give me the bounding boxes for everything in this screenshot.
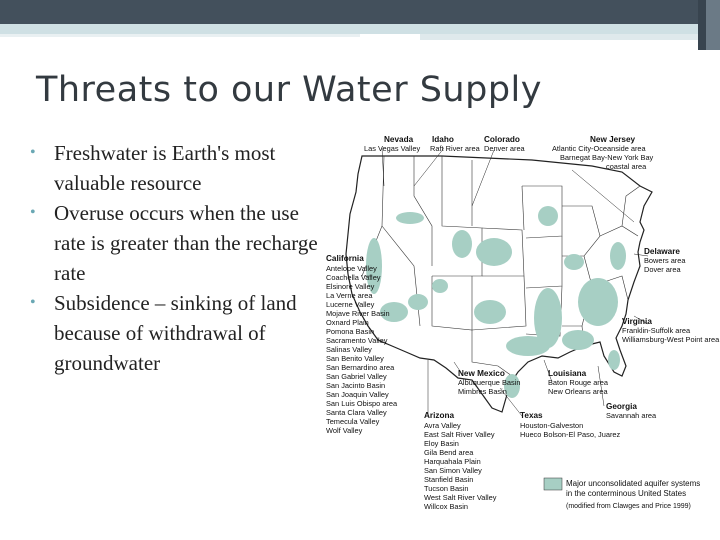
area-label: New Orleans area (548, 387, 608, 396)
legend-text: Major unconsolidated aquifer systems (566, 479, 700, 488)
area-label: Willcox Basin (424, 502, 468, 511)
area-label: Albuquerque Basin (458, 378, 520, 387)
area-label: West Salt River Valley (424, 493, 497, 502)
area-label: San Benito Valley (326, 354, 384, 363)
bullet-item: • Subsidence – sinking of land because of… (28, 288, 328, 378)
region-texas: Texas (520, 411, 543, 420)
area-label: Franklin-Suffolk area (622, 326, 691, 335)
area-label: Mojave River Basin (326, 309, 390, 318)
pointer-lines (364, 147, 649, 417)
area-label: Elsinore Valley (326, 282, 375, 291)
bullet-icon: • (30, 294, 36, 311)
area-label: Williamsburg-West Point area (622, 335, 720, 344)
bullet-list: • Freshwater is Earth's most valuable res… (28, 138, 328, 378)
legend-text: in the conterminous United States (566, 489, 686, 498)
area-label: Denver area (484, 144, 526, 153)
area-label: San Bernardino area (326, 363, 395, 372)
region-delaware: Delaware (644, 247, 680, 256)
area-label: Gila Bend area (424, 448, 474, 457)
area-label: Santa Clara Valley (326, 408, 387, 417)
area-label: La Verne area (326, 291, 373, 300)
aquifer-map: Nevada Las Vegas Valley Idaho Raft River… (326, 135, 720, 511)
header-accent-stripe (0, 24, 720, 34)
area-label: Lucerne Valley (326, 300, 375, 309)
header-accent-thin (0, 34, 360, 37)
region-idaho: Idaho (432, 135, 454, 144)
area-label: Atlantic City-Oceanside area (552, 144, 647, 153)
area-label: Bowers area (644, 256, 686, 265)
aquifer-areas (366, 206, 626, 398)
header-accent-right (420, 34, 720, 40)
area-label: Houston-Galveston (520, 421, 583, 430)
area-label: Antelope Valley (326, 264, 377, 273)
bullet-icon: • (30, 204, 36, 221)
area-label: San Luis Obispo area (326, 399, 398, 408)
header-band (0, 0, 720, 24)
area-label: Barnegat Bay-New York Bay (560, 153, 654, 162)
region-california: California (326, 254, 364, 263)
area-label: Temecula Valley (326, 417, 380, 426)
region-colorado: Colorado (484, 135, 520, 144)
bullet-text: Overuse occurs when the use rate is grea… (54, 201, 318, 285)
area-label: San Jacinto Basin (326, 381, 385, 390)
legend-source: (modified from Clawges and Price 1999) (566, 503, 691, 510)
area-label: coastal area (606, 162, 647, 171)
area-label: Salinas Valley (326, 345, 372, 354)
area-label: Coachella Valley (326, 273, 381, 282)
bullet-item: • Overuse occurs when the use rate is gre… (28, 198, 328, 288)
area-label: Stanfield Basin (424, 475, 473, 484)
area-label: Mimbres Basin (458, 387, 507, 396)
area-label: East Salt River Valley (424, 430, 495, 439)
bullet-text: Subsidence – sinking of land because of … (54, 291, 297, 375)
corner-block-light (706, 0, 720, 50)
area-label: Hueco Bolson-El Paso, Juarez (520, 430, 621, 439)
region-virginia: Virginia (622, 317, 652, 326)
area-label: Dover area (644, 265, 681, 274)
area-label: Avra Valley (424, 421, 461, 430)
area-label: San Joaquin Valley (326, 390, 389, 399)
area-label: Wolf Valley (326, 426, 363, 435)
area-label: Savannah area (606, 411, 657, 420)
area-label: San Simon Valley (424, 466, 482, 475)
region-new-mexico: New Mexico (458, 369, 505, 378)
area-label: Baton Rouge area (548, 378, 609, 387)
area-label: San Gabriel Valley (326, 372, 387, 381)
legend-swatch (543, 477, 563, 491)
area-label: Sacramento Valley (326, 336, 388, 345)
slide-title: Threats to our Water Supply (36, 70, 542, 110)
region-new-jersey: New Jersey (590, 135, 636, 144)
region-georgia: Georgia (606, 402, 637, 411)
area-label: Eloy Basin (424, 439, 459, 448)
bullet-item: • Freshwater is Earth's most valuable res… (28, 138, 328, 198)
area-label: Raft River area (430, 144, 481, 153)
region-nevada: Nevada (384, 135, 414, 144)
area-label: Oxnard Plain (326, 318, 369, 327)
region-arizona: Arizona (424, 411, 454, 420)
bullet-text: Freshwater is Earth's most valuable reso… (54, 141, 276, 195)
area-label: Las Vegas Valley (364, 144, 420, 153)
area-label: Harquahala Plain (424, 457, 481, 466)
area-label: Tucson Basin (424, 484, 469, 493)
area-label: Pomona Basin (326, 327, 374, 336)
bullet-icon: • (30, 144, 36, 161)
region-louisiana: Louisiana (548, 369, 587, 378)
